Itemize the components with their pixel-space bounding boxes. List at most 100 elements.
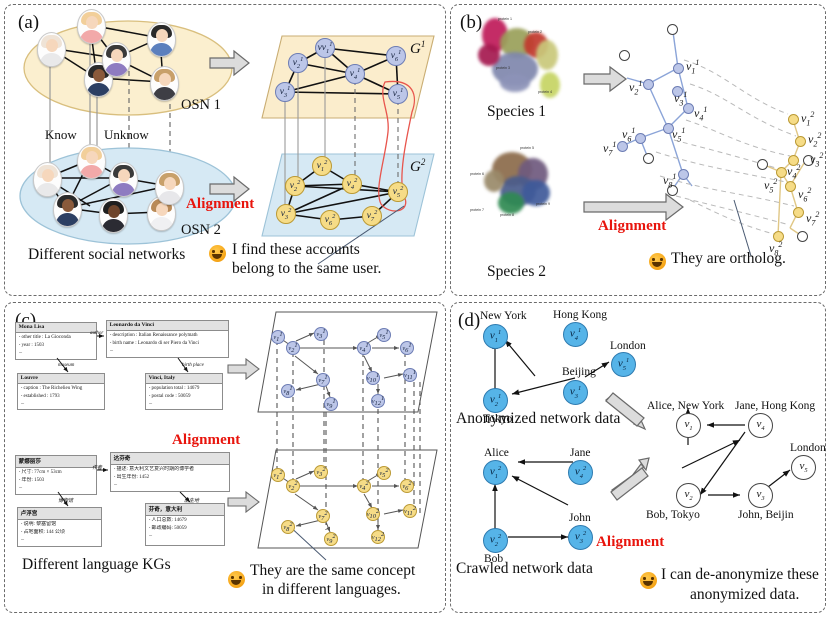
kg-row: ... xyxy=(148,533,153,539)
kg-box-zh: 达芬奇 - 描述: 意大利文艺复兴时期的博学者 - 出生年份: 1452 ... xyxy=(110,452,230,492)
graph-node: v101 xyxy=(366,371,380,385)
graph-node xyxy=(643,79,654,90)
kg-row: ... xyxy=(148,401,153,407)
graph-node: v41 xyxy=(345,64,365,84)
graph-node: v5 xyxy=(791,455,816,480)
merged-label: John, Beijin xyxy=(738,509,794,521)
panel-d-alignment-label: Alignment xyxy=(596,534,665,550)
graph-node: v12 xyxy=(271,468,285,482)
graph-node: v61 xyxy=(400,341,414,355)
kg-row: - established : 1793 xyxy=(20,393,60,399)
avatar xyxy=(77,9,106,44)
kg-row: ... xyxy=(109,348,114,354)
graph-node: v22 xyxy=(285,176,305,196)
graph-node: v121 xyxy=(371,394,385,408)
kg-box-en: Louvre - caption : The Richelieu Wing - … xyxy=(17,373,105,410)
avatar xyxy=(33,162,62,197)
kg-row: - description : Italian Renaissance poly… xyxy=(109,333,198,339)
panel-d-caption-bottom: Crawled network data xyxy=(456,560,593,577)
graph-node: v112 xyxy=(403,504,417,518)
graph-node: v2 xyxy=(676,483,701,508)
graph-node: v52 xyxy=(377,466,391,480)
person-label: Bob xyxy=(484,553,504,565)
kg-box-title: 卢浮宫 xyxy=(18,508,101,520)
panel-b-alignment-label: Alignment xyxy=(598,218,667,234)
smiley-icon xyxy=(228,571,245,588)
avatar xyxy=(147,22,176,57)
graph-node xyxy=(672,86,683,97)
avatar xyxy=(109,162,138,197)
kg-box-title: Mona Lisa xyxy=(16,323,96,333)
graph-label-g1: G1 xyxy=(410,39,426,57)
graph-node: v51 xyxy=(377,328,391,342)
smiley-icon xyxy=(640,572,657,589)
graph-node: v12 xyxy=(483,460,508,485)
panel-a-label: (a) xyxy=(18,12,40,33)
graph-node xyxy=(617,141,628,152)
kg-row: - 年份: 1503 xyxy=(18,477,45,483)
smiley-icon xyxy=(649,253,666,270)
graph-node: v41 xyxy=(357,341,371,355)
panel-d-speech-line2: anonymized data. xyxy=(690,586,800,603)
kg-row: - other title : La Gioconda xyxy=(18,335,71,341)
panel-a-alignment-label: Alignment xyxy=(186,196,255,212)
graph-node xyxy=(795,136,806,147)
panel-b-label: (b) xyxy=(460,12,483,33)
kg-row: - 人口总数: 14679 xyxy=(148,518,187,524)
graph-node: v92 xyxy=(324,532,338,546)
panel-a-caption: Different social networks xyxy=(28,246,186,263)
kg-box-title: Leonardo da Vinci xyxy=(107,321,228,331)
graph-node: v4 xyxy=(748,413,773,438)
graph-node: v31 xyxy=(563,380,588,405)
kg-row: - year : 1503 xyxy=(18,342,45,348)
graph-node-unlabeled xyxy=(757,159,768,170)
panel-d-speech-line1: I can de-anonymize these xyxy=(661,566,819,583)
graph-node xyxy=(635,133,646,144)
graph-node xyxy=(788,155,799,166)
graph-node: v11 xyxy=(271,330,285,344)
kg-box-en: Vinci, Italy - population total : 14679 … xyxy=(145,373,223,410)
kg-row: - 说明: 黎塞留馆 xyxy=(20,522,57,528)
panel-a-speech-line2: belong to the same user. xyxy=(232,260,382,277)
avatar xyxy=(37,32,66,67)
smiley-icon xyxy=(209,245,226,262)
graph-node: v22 xyxy=(483,528,508,553)
city-label: Hong Kong xyxy=(553,309,607,321)
kg-box-title: 达芬奇 xyxy=(111,453,229,465)
graph-node-unlabeled xyxy=(619,50,630,61)
graph-node xyxy=(793,207,804,218)
graph-node: v51 xyxy=(388,84,408,104)
graph-node: v122 xyxy=(371,530,385,544)
city-label: Beijing xyxy=(562,366,596,378)
graph-node: v82 xyxy=(281,520,295,534)
graph-node xyxy=(788,114,799,125)
avatar xyxy=(155,170,184,205)
kg-relation: 作者 xyxy=(92,466,103,471)
graph-node xyxy=(773,231,784,242)
kg-row: ... xyxy=(18,350,23,356)
edge-label-know: Know xyxy=(45,127,77,142)
graph-node xyxy=(683,103,694,114)
graph-node xyxy=(673,63,684,74)
avatar xyxy=(99,198,128,233)
graph-node: v111 xyxy=(403,368,417,382)
graph-node: v72 xyxy=(316,509,330,523)
kg-row: - 邮政编码: 50059 xyxy=(148,525,187,531)
osn1-label: OSN 1 xyxy=(181,97,221,113)
kg-box-title: Vinci, Italy xyxy=(146,374,222,384)
graph-node xyxy=(785,181,796,192)
graph-node: v72 xyxy=(362,206,382,226)
graph-node: v11 xyxy=(483,324,508,349)
graph-node xyxy=(776,167,787,178)
species-1-label: Species 1 xyxy=(487,103,546,120)
graph-node-unlabeled xyxy=(667,185,678,196)
person-label: Alice xyxy=(484,447,509,459)
avatar xyxy=(77,144,106,179)
graph-node: v32 xyxy=(276,204,296,224)
graph-node: v42 xyxy=(357,479,371,493)
kg-row: - 描述: 意大利文艺复兴时期的博学者 xyxy=(113,467,195,473)
graph-node: v31 xyxy=(275,82,295,102)
person-label: John xyxy=(569,512,591,524)
kg-relation: 博物馆 xyxy=(58,499,74,504)
